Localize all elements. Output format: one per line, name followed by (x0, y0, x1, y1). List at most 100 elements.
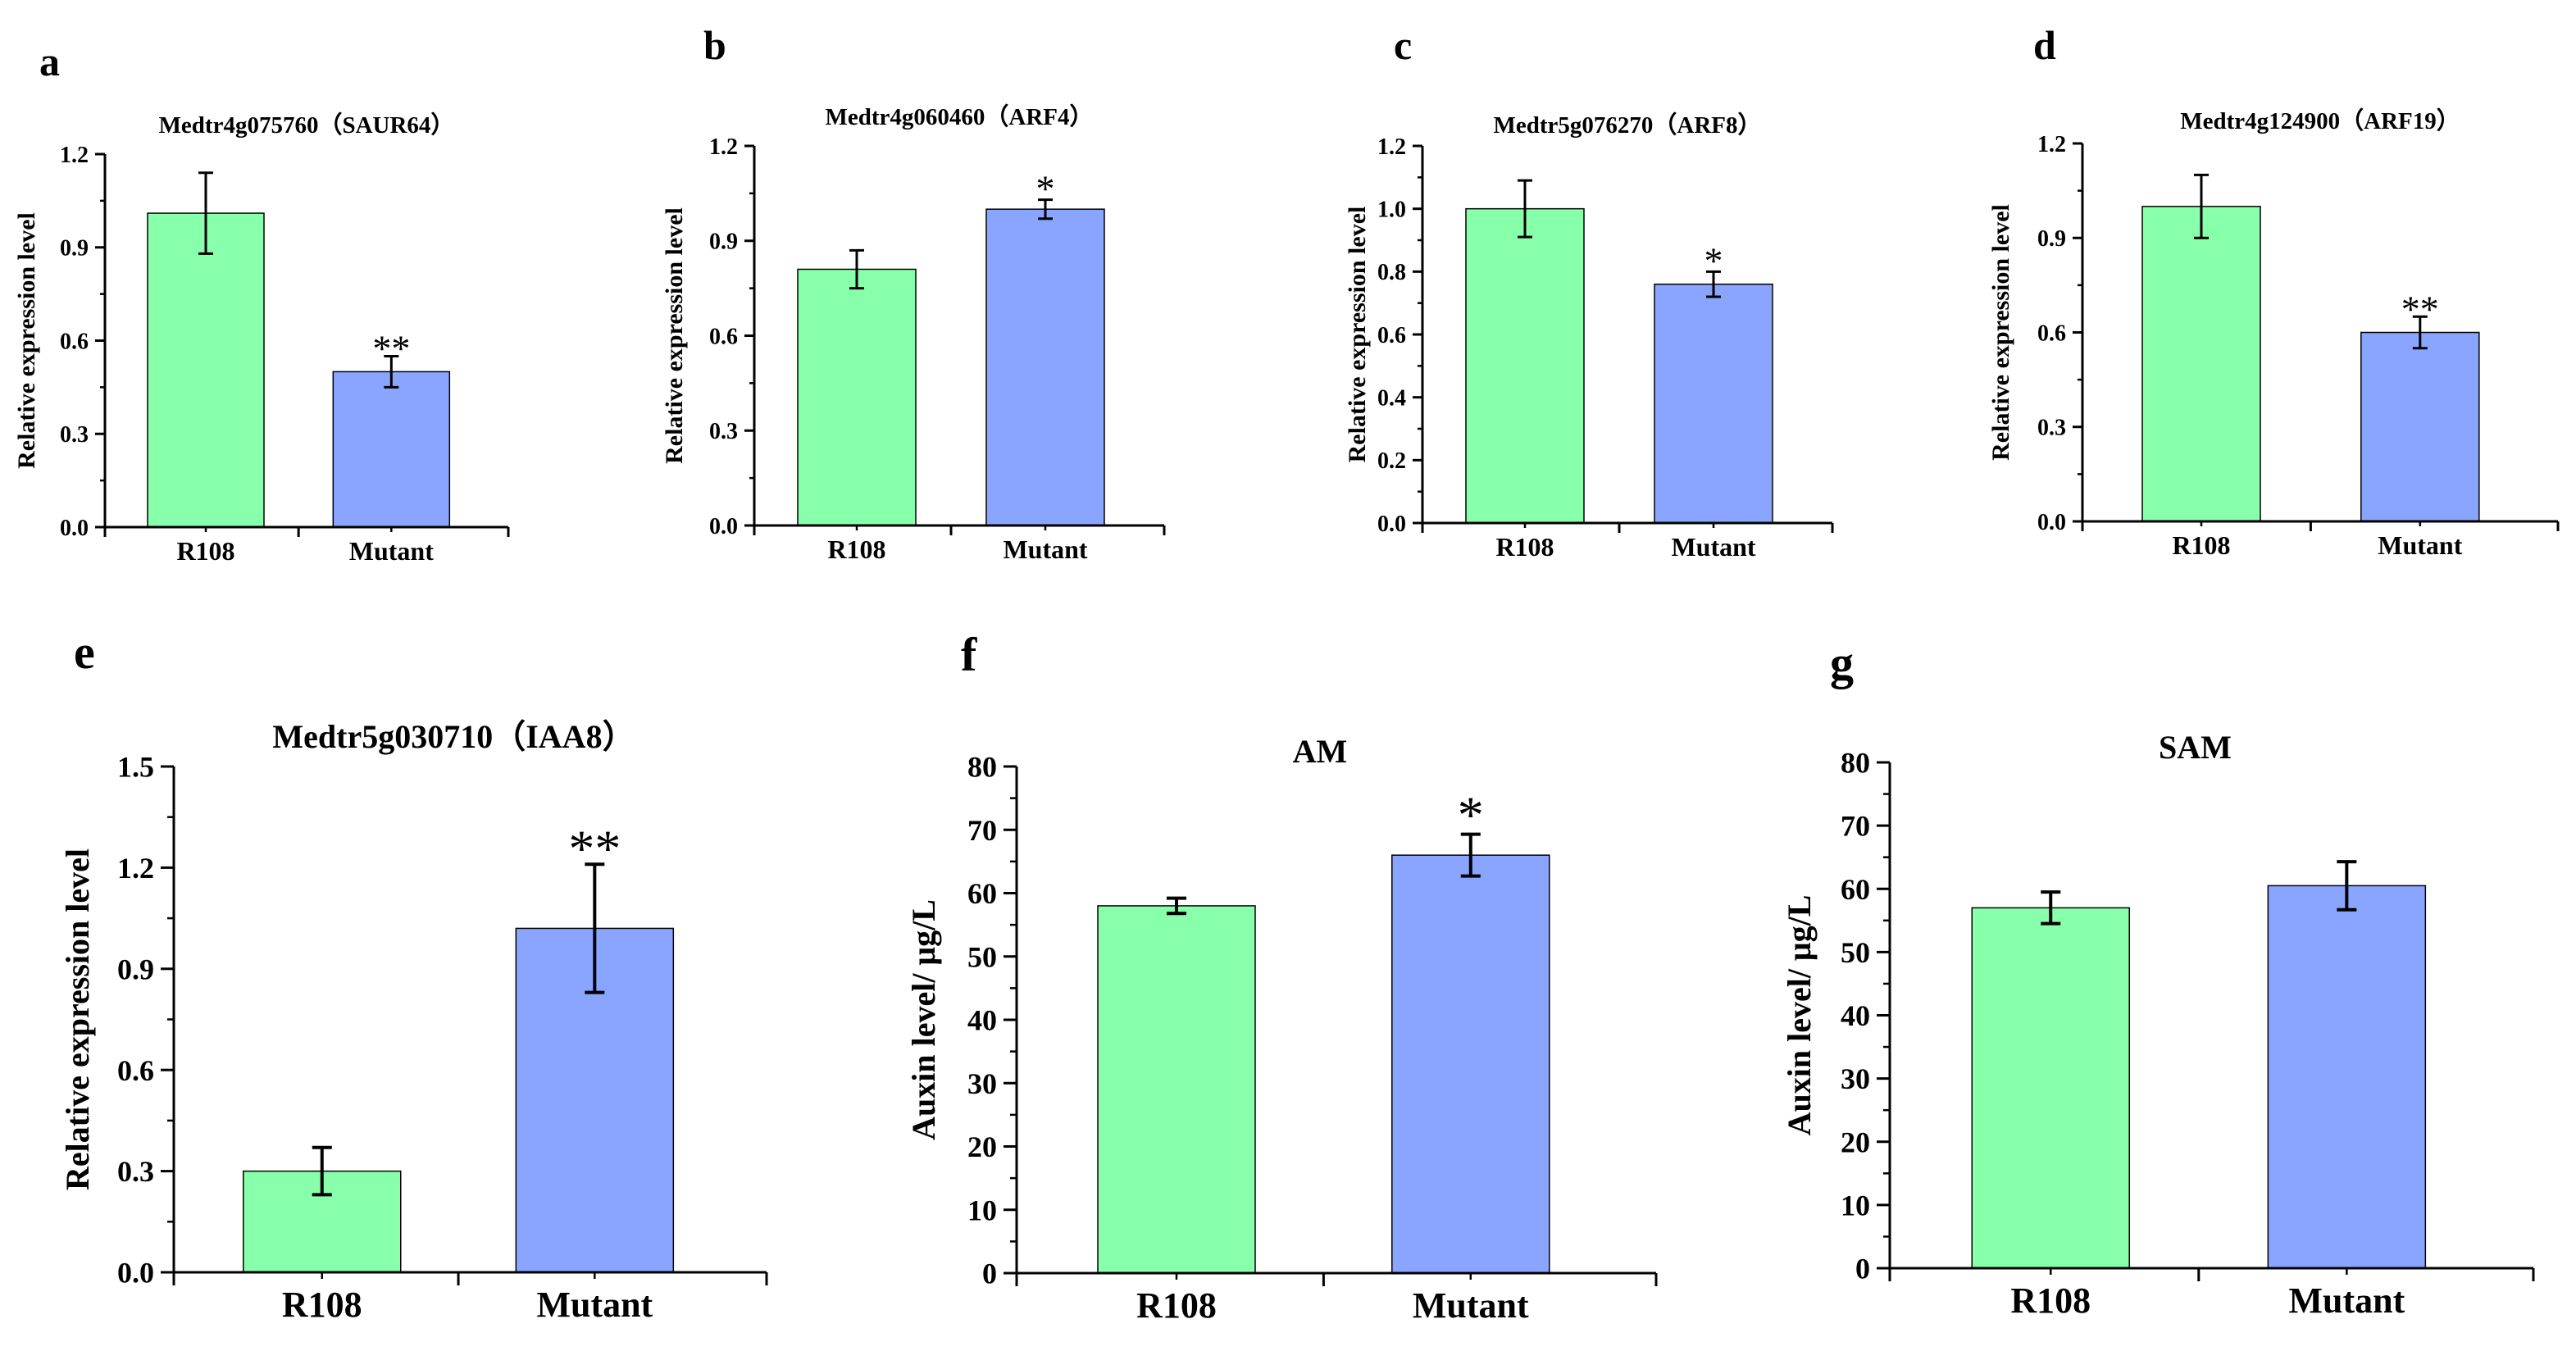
y-tick-label: 0.9 (60, 236, 89, 262)
y-tick-label: 0.3 (60, 422, 89, 448)
y-axis-label: Auxin level/ μg/L (1781, 895, 1818, 1136)
y-tick-label: 0.6 (1377, 323, 1406, 348)
bar-r108 (1097, 905, 1256, 1274)
y-axis-label: Relative expression level (1987, 204, 2014, 461)
y-tick-label: 0.0 (709, 514, 738, 539)
chart-panel-d: d Medtr4g124900（ARF19） Relative expression… (1987, 22, 2560, 560)
significance-marker: * (1036, 168, 1055, 210)
chart-title: Medtr5g030710（IAA8） (272, 718, 635, 755)
y-tick-label: 40 (1841, 999, 1870, 1032)
bar-mutant (2267, 885, 2427, 1269)
x-tick-label: Mutant (1413, 1285, 1529, 1326)
chart-title: Medtr5g076270（ARF8） (1493, 111, 1761, 139)
y-tick-label: 0.3 (709, 419, 738, 444)
y-axis-label: Relative expression level (13, 212, 40, 469)
x-tick-label: Mutant (349, 536, 434, 566)
y-tick-label: 0.9 (2037, 226, 2066, 252)
y-tick-label: 10 (1841, 1189, 1870, 1221)
y-tick-label: 80 (967, 751, 997, 784)
y-axis-label: Relative expression level (59, 848, 96, 1190)
bar-r108 (797, 268, 917, 526)
bar-r108 (147, 212, 265, 528)
y-tick-label: 0.9 (117, 953, 154, 985)
y-tick-label: 1.2 (2037, 132, 2066, 157)
panel-label: d (2033, 22, 2056, 68)
chart-title: Medtr4g075760（SAUR64） (159, 111, 455, 139)
bar-r108 (2141, 206, 2261, 522)
chart-panel-a: a Medtr4g075760（SAUR64） Relative expressio… (13, 39, 510, 566)
y-tick-label: 0.6 (2037, 321, 2066, 346)
bar-mutant (1654, 283, 1773, 524)
significance-marker: * (1704, 239, 1723, 281)
y-axis-label: Relative expression level (661, 207, 688, 464)
x-tick-label: R108 (282, 1285, 362, 1325)
bar-mutant (1391, 854, 1550, 1274)
x-tick-label: Mutant (1671, 532, 1755, 562)
y-tick-label: 0.0 (1377, 512, 1406, 537)
y-tick-label: 50 (1841, 936, 1870, 969)
y-tick-label: 40 (967, 1004, 997, 1037)
significance-marker: * (1458, 786, 1484, 844)
bar-r108 (1971, 907, 2130, 1269)
y-axis-label: Auxin level/ μg/L (905, 899, 942, 1140)
y-tick-label: 0 (982, 1258, 997, 1290)
y-tick-label: 0.0 (2037, 510, 2066, 535)
x-tick-label: R108 (1136, 1285, 1217, 1326)
chart-title: AM (1293, 733, 1348, 770)
significance-marker: ** (372, 327, 410, 369)
chart-title: Medtr4g060460（ARF4） (825, 103, 1093, 130)
panel-label: e (74, 625, 95, 679)
y-tick-label: 0.0 (117, 1257, 154, 1290)
x-tick-label: Mutant (1003, 534, 1087, 564)
x-tick-label: R108 (176, 536, 234, 566)
y-tick-label: 0.3 (2037, 416, 2066, 441)
y-tick-label: 1.5 (117, 751, 154, 784)
chart-title: Medtr4g124900（ARF19） (2180, 107, 2460, 134)
chart-panel-f: f AM Auxin level/ μg/L R108 * Mutant 0 10 20 30 40… (905, 628, 1658, 1326)
y-tick-label: 0 (1855, 1253, 1870, 1285)
y-tick-label: 30 (1841, 1062, 1870, 1095)
chart-panel-b: b Medtr4g060460（ARF4） Relative expression … (661, 22, 1166, 564)
y-tick-label: 1.0 (1377, 197, 1406, 222)
x-tick-label: R108 (2172, 530, 2230, 560)
significance-marker: ** (568, 819, 621, 877)
y-tick-label: 0.6 (709, 324, 738, 349)
y-tick-label: 1.2 (1377, 134, 1406, 160)
y-tick-label: 0.6 (117, 1054, 154, 1087)
x-tick-label: Mutant (536, 1285, 653, 1325)
y-tick-label: 0.6 (60, 329, 89, 354)
x-tick-label: Mutant (2288, 1280, 2405, 1321)
chart-panel-c: c Medtr5g076270（ARF8） Relative expression … (1344, 22, 1834, 562)
y-tick-label: 60 (967, 877, 997, 910)
y-tick-label: 60 (1841, 873, 1870, 906)
x-tick-label: R108 (2010, 1280, 2091, 1321)
chart-panel-e: e Medtr5g030710（IAA8） Relative expression … (59, 625, 768, 1325)
x-tick-label: Mutant (2378, 530, 2462, 560)
panel-label: f (961, 628, 977, 681)
y-tick-label: 20 (1841, 1126, 1870, 1158)
y-tick-label: 0.2 (1377, 448, 1406, 474)
significance-marker: ** (2401, 288, 2439, 330)
y-tick-label: 80 (1841, 747, 1870, 780)
y-tick-label: 0.0 (60, 516, 89, 541)
y-axis-label: Relative expression level (1344, 207, 1371, 463)
y-tick-label: 0.4 (1377, 385, 1406, 411)
panel-label: b (703, 22, 726, 68)
panel-label: g (1830, 636, 1854, 689)
bar-mutant (2360, 331, 2480, 522)
y-tick-label: 30 (967, 1067, 997, 1100)
panel-label: a (39, 39, 60, 84)
x-tick-label: R108 (1495, 532, 1554, 562)
bar-r108 (1465, 207, 1585, 524)
bar-mutant (332, 371, 451, 528)
y-tick-label: 10 (967, 1194, 997, 1226)
panel-label: c (1394, 22, 1412, 68)
chart-title: SAM (2159, 729, 2232, 766)
y-tick-label: 50 (967, 940, 997, 973)
chart-panel-g: g SAM Auxin level/ μg/L R108 Mutant 0 10 20 30 40… (1781, 636, 2535, 1321)
y-tick-label: 0.9 (709, 230, 738, 255)
y-tick-label: 1.2 (60, 143, 89, 168)
y-tick-label: 70 (967, 814, 997, 847)
y-tick-label: 1.2 (117, 852, 154, 885)
